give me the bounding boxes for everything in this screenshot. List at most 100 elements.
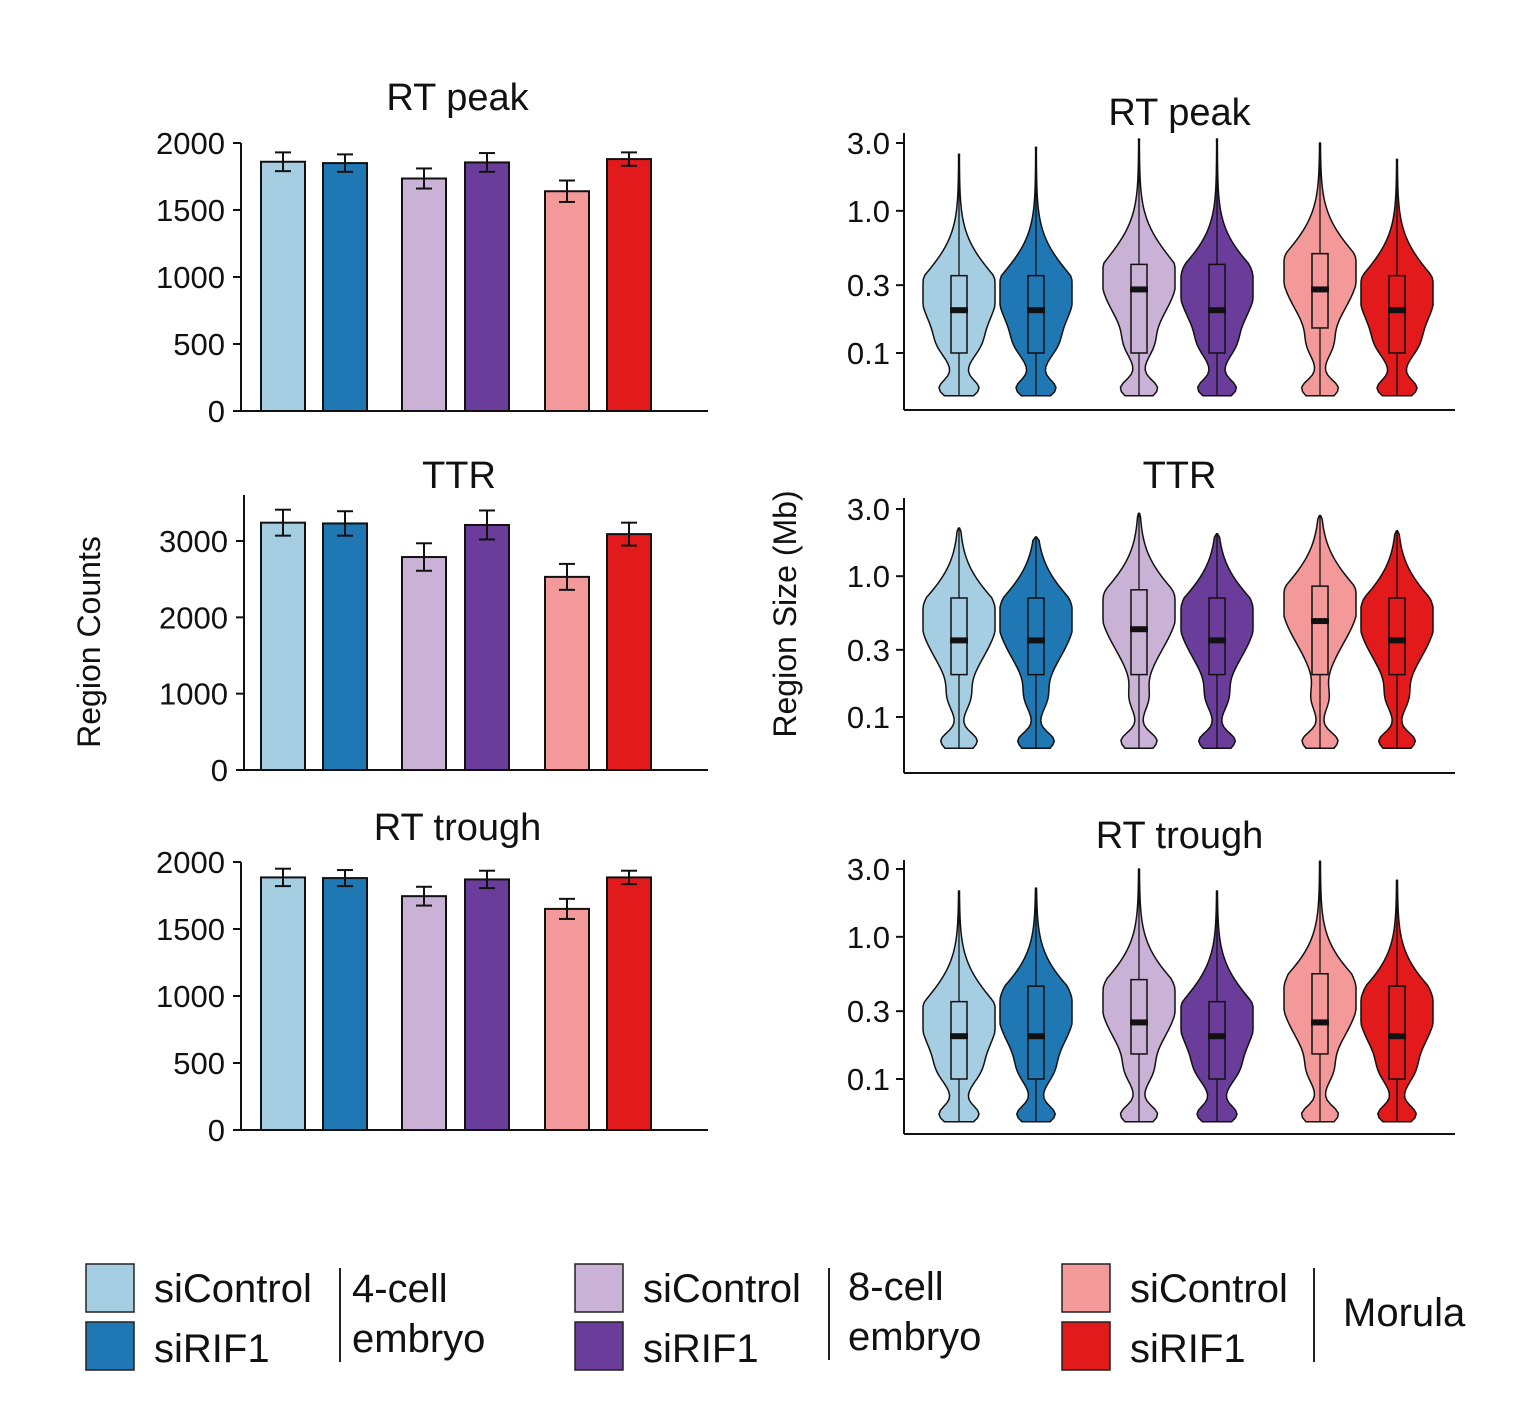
legend-group-4cell-line2: embryo [352, 1317, 485, 1361]
violin-median [1027, 1033, 1045, 1040]
y-tick-label: 0.3 [847, 994, 890, 1029]
violin-median [950, 1033, 968, 1040]
y-tick-label: 3.0 [847, 852, 890, 887]
legend-group-morula: Morula [1343, 1291, 1466, 1335]
legend-label-8cell-sirif1: siRIF1 [643, 1327, 759, 1371]
panel-title: RT peak [386, 77, 529, 119]
bar [464, 523, 510, 771]
y-tick-label: 3.0 [847, 126, 890, 161]
bar [260, 160, 306, 412]
legend-swatch-4cell-sirif1 [85, 1321, 135, 1371]
bar [401, 556, 447, 772]
panel-title: RT trough [374, 807, 542, 849]
legend-group-8cell-line2: embryo [848, 1315, 981, 1359]
violin-box [1027, 985, 1045, 1080]
legend-group-4cell-line1: 4-cell [352, 1267, 448, 1311]
bar [260, 876, 306, 1131]
violin-box [1208, 1000, 1226, 1080]
violin-box [1388, 597, 1406, 676]
legend-label-morula-sirif1: siRIF1 [1130, 1327, 1246, 1371]
violin-median [1208, 307, 1226, 314]
violin-box [1388, 274, 1406, 354]
y-tick-label: 1.0 [847, 559, 890, 594]
y-tick-label: 500 [173, 1046, 225, 1081]
bar [544, 907, 590, 1132]
y-tick-label: 0 [208, 394, 225, 429]
y-tick-label: 500 [173, 327, 225, 362]
left-ylabel: Region Counts [71, 536, 107, 748]
violin-panel-ttr: TTR 0.1 0.3 1.0 3.0 [847, 455, 1455, 774]
violin-panel-rt-trough: RT trough 0.1 0.3 1.0 3.0 [847, 815, 1455, 1135]
y-tick-label: 0 [208, 1113, 225, 1148]
bar [464, 878, 510, 1131]
violin-median [950, 637, 968, 644]
bar-panel-rt-trough: RT trough 0 500 1000 1500 2000 [156, 807, 708, 1148]
violin-box [950, 597, 968, 676]
y-tick-label: 1000 [156, 260, 225, 295]
y-tick-label: 0.1 [847, 336, 890, 371]
bar [322, 522, 368, 772]
y-tick-label: 1500 [156, 193, 225, 228]
violin-median [1311, 286, 1329, 293]
violin-box [1027, 597, 1045, 676]
bar [544, 190, 590, 412]
legend-label-4cell-sicontrol: siControl [154, 1267, 312, 1311]
violin-box [1208, 597, 1226, 676]
right-ylabel: Region Size (Mb) [767, 490, 803, 737]
violin-box [1027, 274, 1045, 354]
y-tick-label: 2000 [159, 600, 228, 635]
y-tick-label: 0.3 [847, 268, 890, 303]
violin-box [1130, 263, 1148, 354]
bar [606, 158, 652, 412]
violin-box [1311, 972, 1329, 1055]
y-tick-label: 1.0 [847, 920, 890, 955]
violin-median [1130, 1019, 1148, 1026]
violin-panel-rt-peak: RT peak 0.1 0.3 1.0 3.0 [847, 92, 1455, 411]
bar [322, 162, 368, 412]
y-tick-label: 2000 [156, 845, 225, 880]
legend-swatch-4cell-sicontrol [85, 1263, 135, 1313]
panel-title: RT peak [1108, 92, 1251, 134]
violin-box [1388, 985, 1406, 1080]
y-tick-label: 2000 [156, 126, 225, 161]
legend-swatch-morula-sirif1 [1061, 1321, 1111, 1371]
legend: siControl siRIF1 4-cell embryo siControl… [85, 1263, 1466, 1371]
bar [260, 521, 306, 771]
bar-panel-rt-peak: RT peak 0 500 1000 1500 2000 [156, 77, 708, 429]
y-tick-label: 0.1 [847, 700, 890, 735]
panel-title: TTR [422, 455, 496, 497]
y-tick-label: 1.0 [847, 194, 890, 229]
y-tick-label: 1500 [156, 912, 225, 947]
legend-swatch-morula-sicontrol [1061, 1263, 1111, 1313]
violin-box [950, 1000, 968, 1080]
violin-box [1130, 978, 1148, 1055]
violin-median [1388, 307, 1406, 314]
violin-median [1208, 637, 1226, 644]
violin-median [1130, 286, 1148, 293]
y-tick-label: 3000 [159, 524, 228, 559]
y-tick-label: 0.3 [847, 633, 890, 668]
violin-median [950, 307, 968, 314]
violin-box [950, 274, 968, 354]
y-tick-label: 1000 [156, 979, 225, 1014]
bar [401, 895, 447, 1131]
legend-label-4cell-sirif1: siRIF1 [154, 1327, 270, 1371]
violin-median [1027, 307, 1045, 314]
panel-title: TTR [1143, 455, 1217, 497]
bar [606, 533, 652, 771]
legend-swatch-8cell-sirif1 [574, 1321, 624, 1371]
legend-label-morula-sicontrol: siControl [1130, 1267, 1288, 1311]
violin-median [1311, 1019, 1329, 1026]
violin-median [1388, 637, 1406, 644]
violin-median [1311, 618, 1329, 625]
y-tick-label: 3.0 [847, 492, 890, 527]
y-tick-label: 1000 [159, 677, 228, 712]
bar-panel-ttr: TTR 0 1000 2000 3000 [159, 455, 708, 788]
violin-box [1311, 585, 1329, 676]
y-tick-label: 0.1 [847, 1062, 890, 1097]
bar [544, 575, 590, 771]
panel-title: RT trough [1096, 815, 1264, 857]
legend-group-8cell-line1: 8-cell [848, 1265, 944, 1309]
bar [606, 876, 652, 1131]
